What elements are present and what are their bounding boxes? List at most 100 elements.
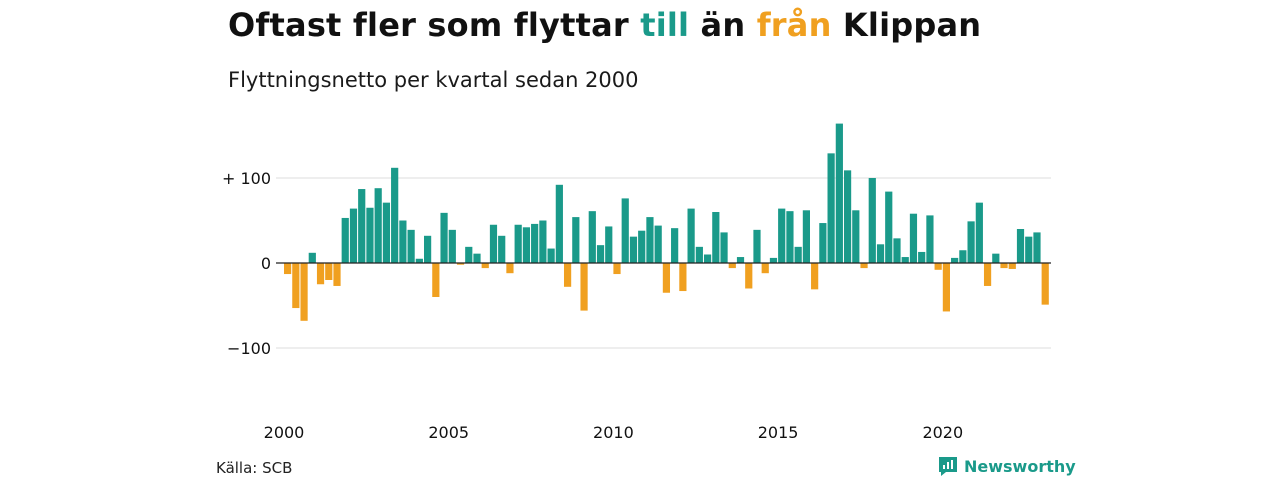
- x-tick-label-2015: 2015: [758, 423, 799, 442]
- bar-52: [712, 212, 720, 263]
- bar-0: [284, 263, 292, 275]
- bar-32: [547, 248, 555, 263]
- bar-55: [736, 257, 745, 263]
- bar-7: [341, 217, 349, 263]
- bar-18: [432, 263, 440, 297]
- bar-34: [563, 263, 572, 287]
- bar-19: [440, 212, 448, 263]
- bar-44: [646, 217, 654, 263]
- bar-65: [819, 223, 827, 263]
- bar-25: [489, 224, 498, 263]
- title-word-fran: från: [756, 6, 832, 44]
- bar-38: [596, 245, 605, 263]
- bar-14: [399, 220, 407, 263]
- bar-29: [522, 227, 531, 263]
- x-tick-label-2005: 2005: [428, 423, 469, 442]
- title-part-3: Klippan: [831, 6, 982, 44]
- bar-80: [942, 263, 950, 312]
- bar-50: [695, 246, 703, 263]
- bar-9: [358, 189, 366, 263]
- bar-70: [860, 263, 868, 269]
- title-part-2: än: [689, 6, 757, 44]
- source-note: Källa: SCB: [216, 459, 293, 477]
- bar-84: [975, 202, 983, 263]
- bar-89: [1016, 229, 1025, 263]
- bar-54: [728, 263, 736, 269]
- bar-87: [1000, 263, 1008, 269]
- y-tick-label-0: + 100: [222, 169, 271, 188]
- title-word-till: till: [640, 6, 690, 44]
- bar-86: [992, 253, 1000, 263]
- bar-83: [967, 221, 975, 263]
- bar-47: [671, 228, 679, 263]
- bar-8: [349, 208, 358, 263]
- bar-5: [325, 263, 333, 280]
- bar-20: [448, 229, 456, 263]
- y-tick-label-2: −100: [227, 339, 271, 358]
- bar-16: [415, 258, 423, 263]
- bar-21: [456, 263, 465, 265]
- bar-51: [703, 254, 712, 263]
- bar-46: [662, 263, 671, 293]
- bar-49: [687, 208, 695, 263]
- bar-43: [638, 230, 646, 263]
- bar-56: [745, 263, 753, 289]
- x-tick-label-2010: 2010: [593, 423, 634, 442]
- bar-74: [893, 238, 901, 263]
- bar-82: [959, 250, 967, 263]
- bar-62: [794, 246, 802, 263]
- bar-12: [382, 202, 391, 263]
- brand-logo: Newsworthy: [938, 456, 1076, 476]
- bar-39: [605, 226, 613, 263]
- newsworthy-logo-icon: [939, 457, 957, 476]
- bar-72: [876, 244, 885, 263]
- bar-85: [983, 263, 992, 286]
- bar-27: [506, 263, 514, 274]
- bar-90: [1025, 236, 1033, 263]
- bar-35: [572, 217, 580, 263]
- bars: [284, 123, 1049, 321]
- bar-13: [391, 167, 399, 263]
- bar-60: [778, 208, 786, 263]
- bar-23: [473, 253, 481, 263]
- bar-63: [802, 210, 810, 263]
- bar-30: [531, 223, 539, 263]
- chart-subtitle: Flyttningsnetto per kvartal sedan 2000: [228, 68, 639, 92]
- grid-lines: [276, 177, 1051, 349]
- bar-1: [292, 263, 300, 309]
- bar-79: [934, 263, 942, 270]
- bar-31: [539, 220, 547, 263]
- bar-41: [621, 198, 629, 263]
- bar-91: [1033, 232, 1041, 263]
- bar-24: [481, 263, 489, 269]
- bar-78: [926, 215, 934, 263]
- bar-3: [308, 252, 316, 263]
- bar-33: [555, 184, 563, 263]
- bar-59: [769, 257, 778, 263]
- bar-45: [654, 225, 662, 263]
- bar-4: [316, 263, 325, 285]
- bar-40: [613, 263, 621, 275]
- axis-labels: + 100 0 −100 2000 2005 2010 2015 2020: [222, 169, 1051, 442]
- chart-title: Oftast fler som flyttar till än från Kli…: [228, 6, 981, 44]
- bar-61: [786, 211, 794, 263]
- bar-26: [498, 235, 506, 263]
- bar-15: [407, 229, 415, 263]
- bar-66: [827, 153, 835, 263]
- bar-6: [333, 263, 341, 286]
- bar-68: [843, 170, 852, 263]
- y-tick-label-1: 0: [261, 254, 271, 273]
- bar-2: [300, 263, 308, 321]
- bar-81: [951, 257, 959, 263]
- bar-42: [629, 236, 638, 263]
- x-tick-label-2020: 2020: [922, 423, 963, 442]
- bar-48: [679, 263, 687, 292]
- bar-37: [588, 211, 596, 263]
- bar-58: [761, 263, 769, 274]
- bar-67: [835, 123, 843, 263]
- bar-88: [1008, 263, 1016, 269]
- bar-22: [465, 246, 473, 263]
- bar-28: [514, 224, 522, 263]
- bar-75: [901, 257, 909, 263]
